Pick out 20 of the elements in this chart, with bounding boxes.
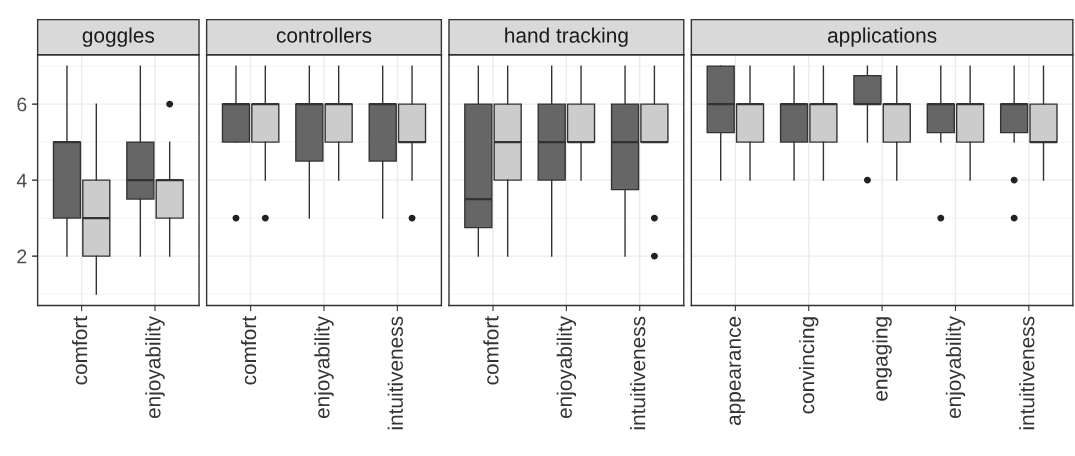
x-tick-label: convincing — [799, 317, 819, 414]
x-tick-label: appearance — [729, 316, 746, 426]
x-tick-label: enjoyability — [556, 315, 577, 419]
x-tick-label: intuitiveness — [1019, 316, 1035, 430]
chart-title: applications — [827, 27, 937, 47]
x-tick-label: comfort — [71, 316, 88, 385]
x-tick-label: comfort — [483, 316, 499, 385]
y-tick-label: 6 — [17, 97, 27, 112]
x-tick-label: enjoyability — [145, 315, 165, 419]
y-tick-label: 2 — [17, 249, 27, 264]
y-tick-label: 4 — [16, 173, 27, 188]
x-tick-label: comfort — [240, 316, 257, 385]
x-tick-label: intuitiveness — [630, 316, 646, 430]
x-tick-label: enjoyability — [945, 315, 966, 419]
x-tick-label: enjoyability — [314, 315, 334, 419]
x-tick-label: engaging — [872, 317, 892, 401]
chart-title: controllers — [276, 27, 372, 43]
chart-title: hand tracking — [505, 27, 628, 47]
x-tick-label: intuitiveness — [387, 316, 403, 430]
chart-title: goggles — [82, 27, 155, 47]
